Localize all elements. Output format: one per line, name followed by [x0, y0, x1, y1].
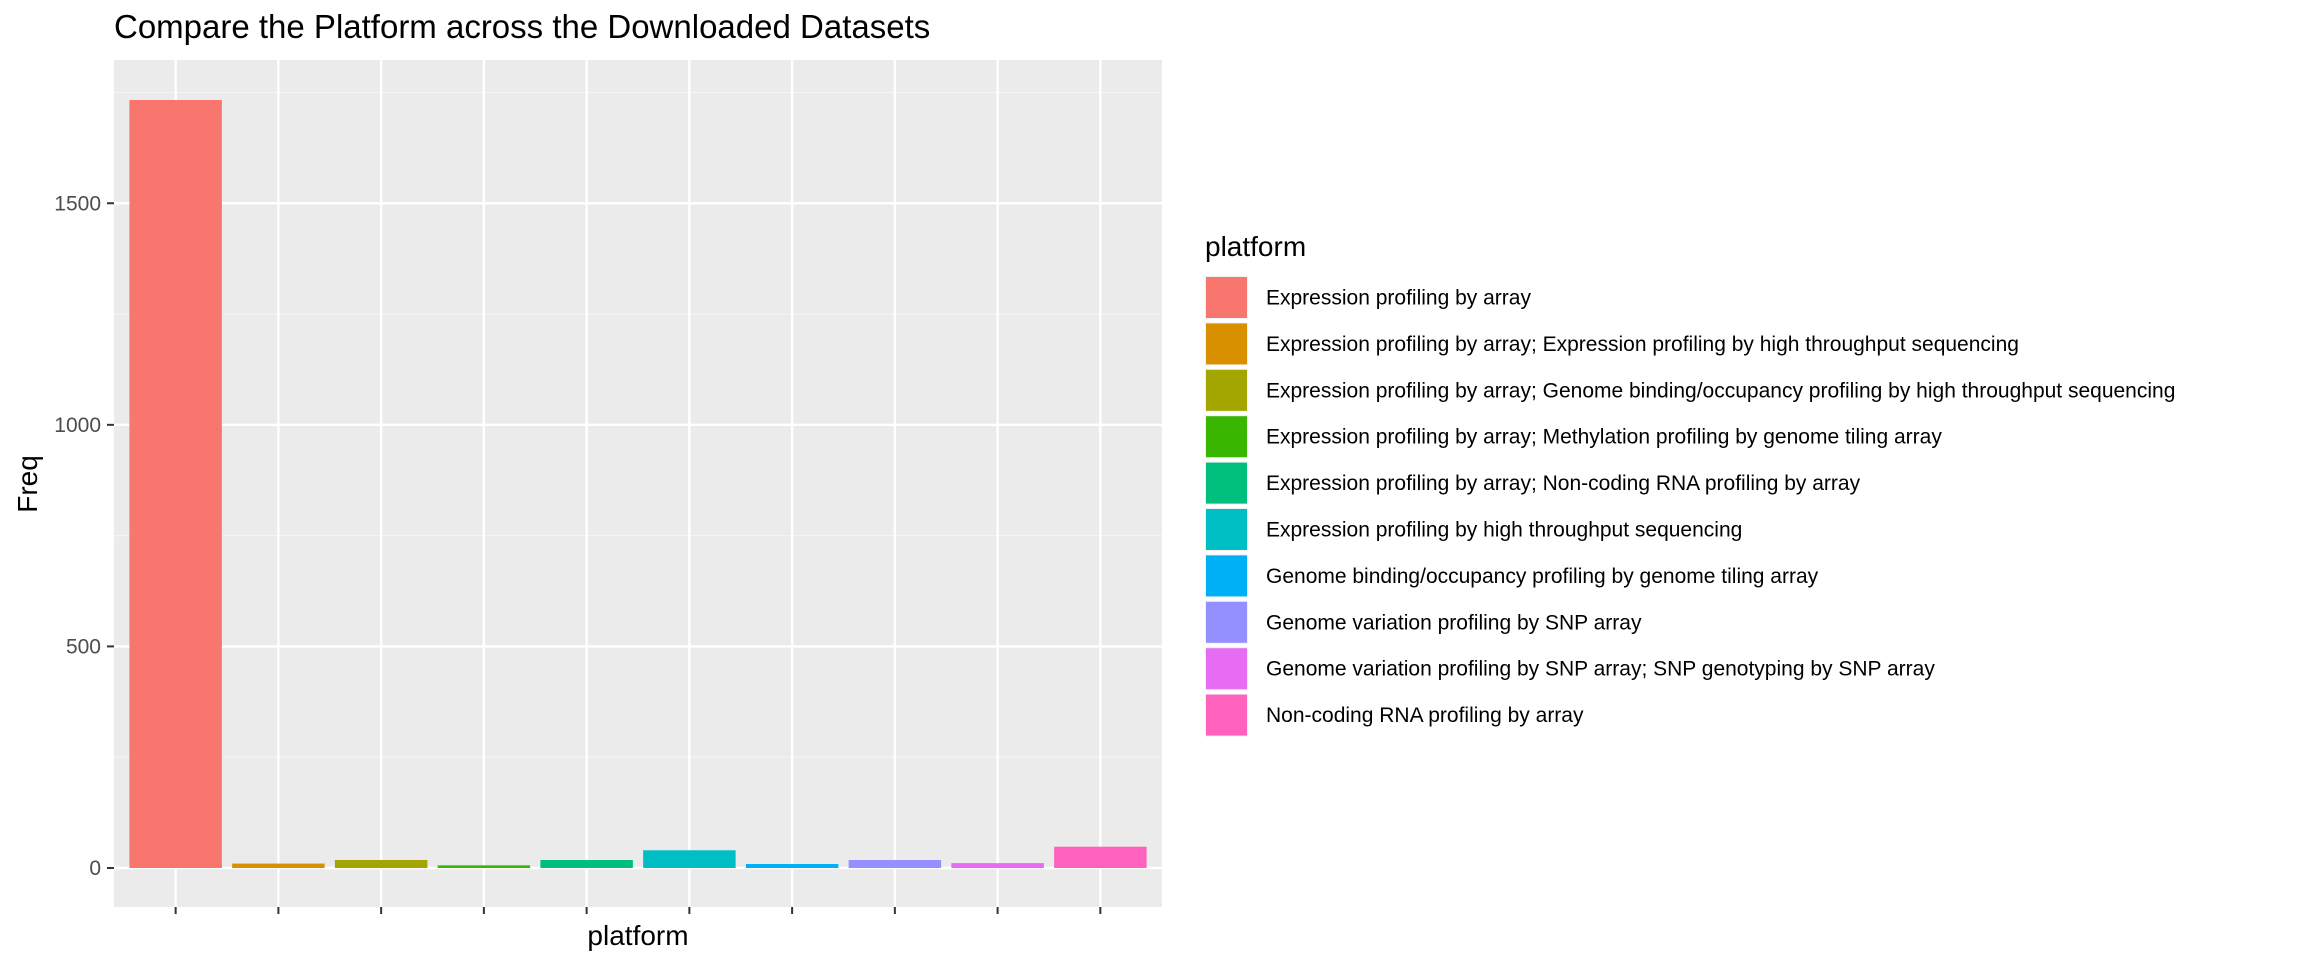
- legend-title: platform: [1205, 231, 1306, 262]
- legend-swatch: [1206, 694, 1247, 736]
- chart-title: Compare the Platform across the Download…: [114, 8, 930, 45]
- bar: [745, 864, 839, 868]
- x-axis-title: platform: [587, 920, 688, 951]
- legend-label: Expression profiling by array; Non-codin…: [1266, 472, 1861, 495]
- legend-swatch: [1206, 648, 1247, 690]
- bar: [334, 860, 428, 868]
- legend-label: Non-coding RNA profiling by array: [1266, 704, 1584, 727]
- bar: [437, 865, 531, 868]
- bar: [643, 850, 736, 868]
- legend-label: Genome variation profiling by SNP array;…: [1266, 658, 1935, 681]
- legend-label: Expression profiling by array; Genome bi…: [1266, 379, 2175, 402]
- legend: platform Expression profiling by arrayEx…: [1205, 231, 2175, 737]
- plot-panel: [114, 60, 1162, 907]
- y-tick-label: 1000: [54, 414, 101, 437]
- legend-swatch: [1206, 416, 1247, 458]
- legend-swatch: [1206, 277, 1247, 318]
- bar: [129, 100, 222, 868]
- y-tick-label: 1500: [54, 192, 101, 215]
- legend-swatch: [1206, 323, 1247, 365]
- bar: [848, 860, 942, 868]
- bar: [232, 863, 325, 868]
- bar: [1054, 846, 1147, 868]
- legend-swatch: [1206, 555, 1247, 597]
- y-axis-title: Freq: [12, 455, 43, 513]
- legend-items: Expression profiling by array Expression …: [1205, 276, 2175, 737]
- y-axis: 0 500 1000 1500: [54, 192, 114, 880]
- legend-swatch: [1206, 462, 1247, 504]
- bars: [129, 100, 1147, 868]
- legend-label: Expression profiling by high throughput …: [1266, 519, 1742, 542]
- y-tick-label: 0: [89, 857, 101, 880]
- legend-swatch: [1206, 601, 1247, 643]
- legend-swatch: [1206, 369, 1247, 411]
- legend-label: Expression profiling by array: [1266, 287, 1531, 310]
- legend-label: Genome binding/occupancy profiling by ge…: [1266, 565, 1819, 588]
- legend-label: Expression profiling by array; Expressio…: [1266, 333, 2019, 356]
- bar: [951, 863, 1044, 868]
- x-axis: [174, 907, 1102, 914]
- grid-lines: [114, 60, 1162, 907]
- legend-label: Expression profiling by array; Methylati…: [1266, 426, 1942, 449]
- legend-label: Genome variation profiling by SNP array: [1266, 611, 1642, 634]
- y-tick-label: 500: [66, 635, 101, 658]
- legend-swatch: [1206, 509, 1247, 550]
- bar: [540, 860, 633, 868]
